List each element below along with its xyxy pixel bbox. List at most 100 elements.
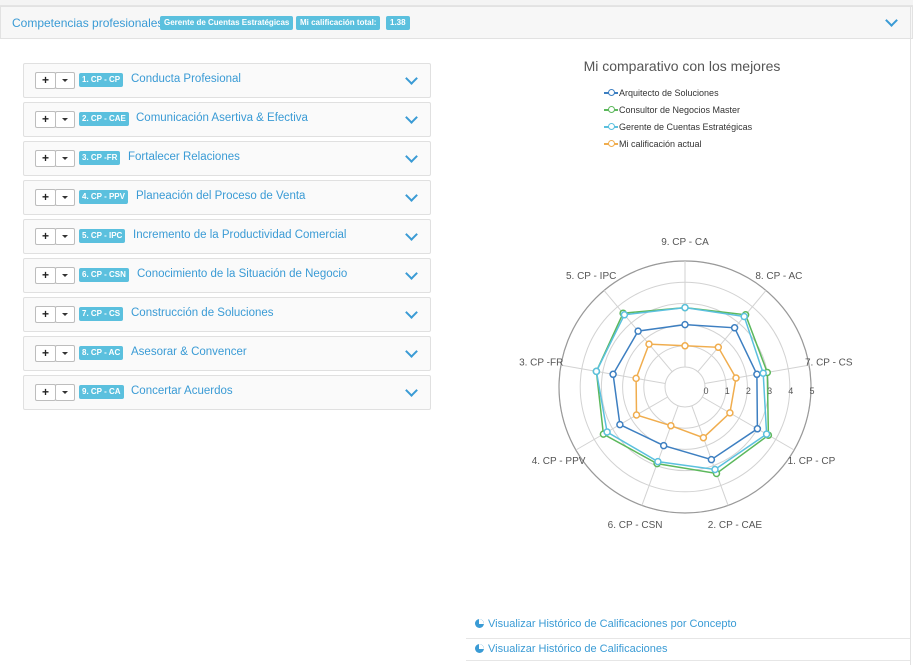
dropdown-button[interactable]	[55, 228, 75, 245]
data-point	[726, 409, 734, 417]
add-button[interactable]: +	[35, 150, 56, 167]
chevron-down-icon[interactable]	[885, 14, 898, 27]
chevron-down-icon[interactable]	[405, 228, 418, 241]
dropdown-button[interactable]	[55, 72, 75, 89]
competency-row[interactable]: +3. CP -FR Fortalecer Relaciones	[23, 141, 431, 176]
tick-label: 2	[746, 386, 751, 396]
add-button[interactable]: +	[35, 267, 56, 284]
score-label-badge: Mi calificación total:	[296, 16, 381, 30]
data-point	[681, 342, 689, 350]
competency-row[interactable]: +4. CP - PPV Planeación del Proceso de Ve…	[23, 180, 431, 215]
chevron-down-icon[interactable]	[405, 345, 418, 358]
competency-label[interactable]: Planeación del Proceso de Venta	[136, 190, 306, 202]
data-point	[609, 370, 617, 379]
chevron-down-icon[interactable]	[405, 150, 418, 163]
caret-down-icon	[62, 118, 68, 121]
data-point	[654, 457, 662, 466]
add-button[interactable]: +	[35, 384, 56, 401]
competency-label[interactable]: Incremento de la Productividad Comercial	[133, 229, 347, 241]
series-line	[612, 323, 759, 461]
data-point	[711, 465, 719, 474]
competency-label[interactable]: Fortalecer Relaciones	[128, 151, 240, 163]
data-point	[667, 421, 675, 430]
data-point	[659, 441, 668, 450]
add-button[interactable]: +	[35, 72, 56, 89]
data-point	[632, 374, 640, 383]
panel-right-border	[910, 6, 911, 665]
data-point	[592, 367, 601, 376]
plus-icon: +	[41, 268, 49, 282]
data-point	[753, 425, 762, 433]
add-button[interactable]: +	[35, 111, 56, 128]
pie-chart-icon	[475, 644, 484, 653]
competency-label[interactable]: Conducta Profesional	[131, 73, 241, 85]
link-historico-por-concepto[interactable]: Visualizar Histórico de Calificaciones p…	[475, 618, 737, 630]
radar-chart: 9. CP - CA 8. CP - AC 7. CP - CS 1. CP - CP…	[519, 237, 853, 531]
data-point	[753, 370, 761, 379]
dropdown-button[interactable]	[55, 306, 75, 323]
competency-code-badge: 8. CP - AC	[79, 346, 124, 360]
competency-row[interactable]: +8. CP - AC Asesorar & Convencer	[23, 336, 431, 371]
competency-label[interactable]: Conocimiento de la Situación de Negocio	[137, 268, 348, 280]
chevron-down-icon[interactable]	[405, 111, 418, 124]
competency-code-badge: 6. CP - CSN	[79, 268, 129, 282]
dropdown-button[interactable]	[55, 189, 75, 206]
series-line	[595, 306, 768, 471]
caret-down-icon	[62, 196, 68, 199]
competency-label[interactable]: Concertar Acuerdos	[131, 385, 233, 397]
divider	[466, 660, 910, 661]
panel-title: Competencias profesionales:	[12, 16, 167, 30]
legend-label: Consultor de Negocios Master	[619, 105, 741, 115]
competency-row[interactable]: +5. CP - IPC Incremento de la Productivid…	[23, 219, 431, 254]
link-label: Visualizar Histórico de Calificaciones p…	[488, 618, 737, 630]
competency-label[interactable]: Construcción de Soluciones	[131, 307, 274, 319]
axis-label: 2. CP - CAE	[708, 520, 763, 531]
dropdown-button[interactable]	[55, 384, 75, 401]
plus-icon: +	[41, 73, 49, 87]
dropdown-button[interactable]	[55, 267, 75, 284]
data-point	[759, 369, 767, 377]
competency-row[interactable]: +9. CP - CA Concertar Acuerdos	[23, 375, 431, 410]
competency-row[interactable]: +1. CP - CP Conducta Profesional	[23, 63, 431, 98]
data-point	[645, 340, 653, 348]
chevron-down-icon[interactable]	[405, 267, 418, 280]
axis-label: 6. CP - CSN	[608, 520, 663, 531]
chevron-down-icon[interactable]	[405, 306, 418, 319]
caret-down-icon	[62, 391, 68, 394]
chevron-down-icon[interactable]	[405, 189, 418, 202]
competency-row[interactable]: +2. CP - CAE Comunicación Asertiva & Efec…	[23, 102, 431, 137]
add-button[interactable]: +	[35, 189, 56, 206]
link-historico[interactable]: Visualizar Histórico de Calificaciones	[475, 643, 668, 655]
competency-code-badge: 1. CP - CP	[79, 73, 124, 87]
axis-label: 4. CP - PPV	[532, 456, 586, 467]
chevron-down-icon[interactable]	[405, 384, 418, 397]
caret-down-icon	[62, 313, 68, 316]
axis-spoke	[697, 290, 767, 373]
plus-icon: +	[41, 151, 49, 165]
data-point	[732, 374, 740, 382]
dropdown-button[interactable]	[55, 111, 75, 128]
chevron-down-icon[interactable]	[405, 72, 418, 85]
competency-label[interactable]: Asesorar & Convencer	[131, 346, 247, 358]
add-button[interactable]: +	[35, 306, 56, 323]
competencias-panel-header[interactable]: Competencias profesionales: Gerente de C…	[0, 6, 913, 39]
dropdown-button[interactable]	[55, 150, 75, 167]
add-button[interactable]: +	[35, 345, 56, 362]
data-point	[714, 343, 723, 352]
data-point	[740, 312, 748, 321]
competency-label[interactable]: Comunicación Asertiva & Efectiva	[136, 112, 308, 124]
legend-label: Mi calificación actual	[619, 139, 702, 149]
dropdown-button[interactable]	[55, 345, 75, 362]
plus-icon: +	[41, 112, 49, 126]
competency-row[interactable]: +7. CP - CS Construcción de Soluciones	[23, 297, 431, 332]
data-point	[632, 411, 641, 419]
tick-label: 5	[809, 386, 814, 396]
add-button[interactable]: +	[35, 228, 56, 245]
axis-label: 9. CP - CA	[661, 237, 709, 248]
tick-label: 0	[703, 386, 708, 396]
competency-row[interactable]: +6. CP - CSN Conocimiento de la Situación…	[23, 258, 431, 293]
axis-label: 3. CP -FR	[519, 358, 563, 369]
plus-icon: +	[41, 190, 49, 204]
tick-label: 1	[725, 386, 730, 396]
grid-ring	[664, 366, 706, 408]
